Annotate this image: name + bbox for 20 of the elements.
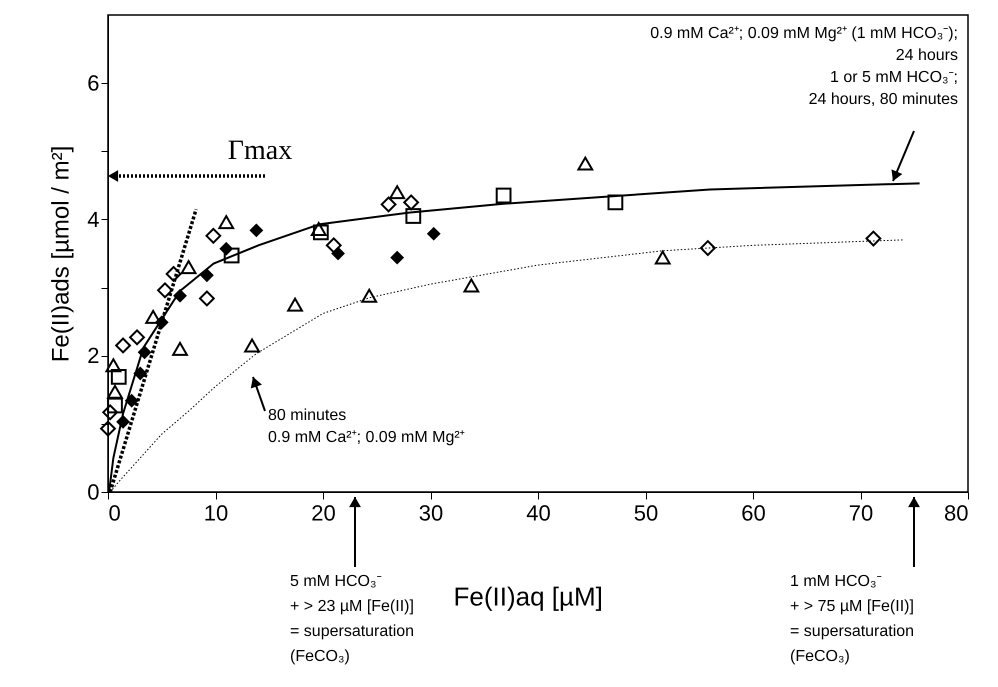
- y-tick-label: 0: [87, 480, 100, 504]
- x-tick-label: 50: [634, 500, 658, 526]
- annotation: 80 minutes 0.9 mM Ca²⁺; 0.09 mM Mg²⁺: [268, 407, 465, 446]
- x-tick-label: 30: [418, 500, 444, 526]
- x-tick-label: 70: [848, 500, 874, 526]
- x-axis-title: Fe(II)aq [µM]: [454, 582, 603, 612]
- x-tick-label: 60: [741, 500, 766, 526]
- x-tick-label: 20: [311, 500, 336, 526]
- y-tick-label: 2: [87, 343, 100, 368]
- annotation: Γmax: [228, 135, 292, 166]
- x-tick-label: 0: [108, 500, 121, 526]
- text: 1 mM HCO₃⁻ + > 75 µM [Fe(II)] = supersaturation (FeCO₃): [790, 573, 914, 665]
- text: 5 mM HCO₃⁻ + > 23 µM [Fe(II)] = supersaturation (FeCO₃): [290, 573, 414, 665]
- x-tick-label: 10: [204, 500, 228, 526]
- y-axis-title: Fe(II)ads [µmol / m²]: [47, 146, 74, 362]
- annotation: 0.9 mM Ca²⁺; 0.09 mM Mg²⁺ (1 mM HCO₃⁻); 24 hours 1 or 5 mM HCO₃⁻; 24 hours, 80 minutes: [650, 25, 958, 108]
- y-tick-label: 6: [87, 70, 100, 96]
- x-tick-label: 40: [526, 500, 551, 526]
- x-tick-label: 80: [944, 500, 968, 526]
- y-tick-label: 4: [87, 206, 100, 232]
